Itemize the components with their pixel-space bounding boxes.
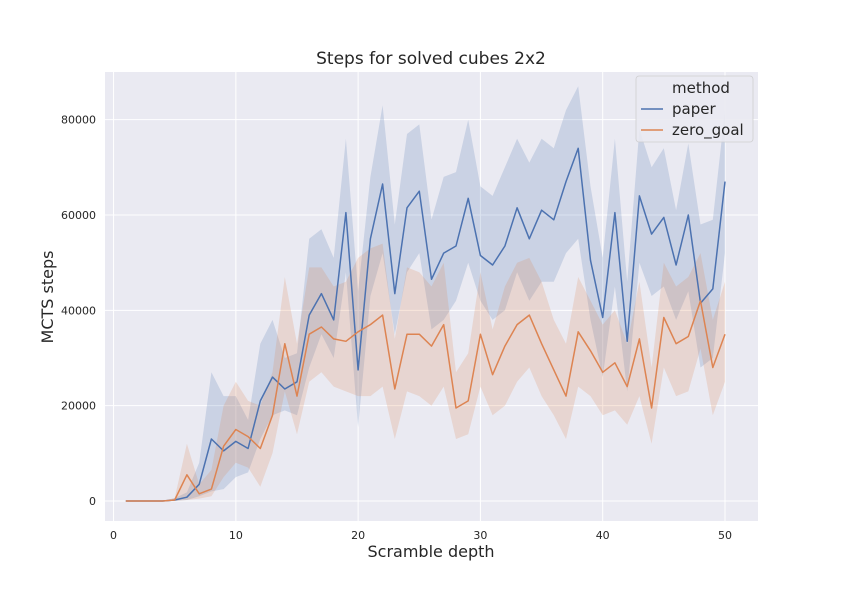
- legend-label-zero-goal: zero_goal: [672, 121, 744, 140]
- x-tick-label: 30: [473, 529, 487, 542]
- y-tick-label: 60000: [61, 209, 96, 222]
- y-tick-label: 20000: [61, 400, 96, 413]
- band-zero-goal: [125, 243, 726, 501]
- x-axis-title: Scramble depth: [367, 542, 494, 561]
- series-lines: [125, 147, 726, 502]
- line-zero-goal: [125, 300, 726, 502]
- x-tick-label: 20: [351, 529, 365, 542]
- legend: method paper zero_goal: [635, 75, 754, 143]
- legend-box: [635, 75, 754, 143]
- x-tick-label: 40: [596, 529, 610, 542]
- y-axis-ticks: 0 20000 40000 60000 80000: [61, 114, 96, 508]
- y-tick-label: 80000: [61, 114, 96, 127]
- x-axis-ticks: 0 10 20 30 40 50: [110, 529, 732, 542]
- y-tick-label: 40000: [61, 304, 96, 317]
- chart-title: Steps for solved cubes 2x2: [316, 49, 546, 69]
- x-tick-label: 0: [110, 529, 117, 542]
- y-tick-label: 0: [89, 495, 96, 508]
- line-paper: [125, 147, 726, 502]
- legend-label-paper: paper: [672, 100, 716, 118]
- x-tick-label: 50: [718, 529, 732, 542]
- y-axis-title: MCTS steps: [38, 251, 57, 344]
- legend-title: method: [672, 79, 730, 97]
- plot-area: [105, 72, 758, 521]
- x-tick-label: 10: [229, 529, 243, 542]
